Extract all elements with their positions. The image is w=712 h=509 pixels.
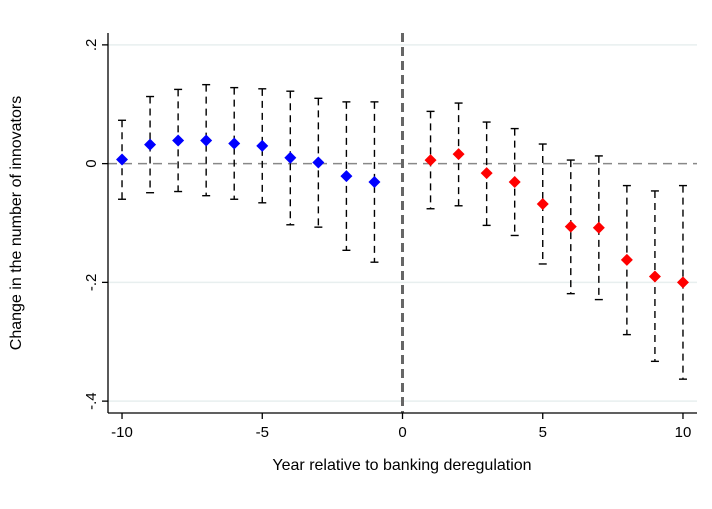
x-tick-label: 0 [398,424,406,441]
axes [102,33,697,419]
data-point [116,153,129,166]
data-point [452,148,465,161]
x-axis-title: Year relative to banking deregulation [272,457,531,474]
y-tick-label: -.2 [83,274,100,292]
data-point [144,138,157,151]
data-point [228,137,241,150]
data-point [676,276,689,289]
data-point [368,176,381,189]
y-tick-label: .2 [83,39,100,52]
data-point [312,156,325,169]
reference-lines [108,33,697,413]
data-point [284,151,297,164]
data-point [200,134,213,147]
y-axis-title: Change in the number of innovators [8,96,25,350]
points [116,134,689,289]
data-point [480,167,493,180]
data-point [256,139,269,152]
y-tick-label: 0 [83,159,100,167]
x-tick-label: 10 [675,424,692,441]
x-tick-label: 5 [539,424,547,441]
x-tick-label: -5 [256,424,269,441]
tick-labels: -10 -5 0 5 10 -.4 -.2 0 .2 [83,39,691,441]
data-point [508,176,521,189]
data-point [536,198,549,210]
data-point [340,170,353,183]
data-point [648,270,661,283]
data-point [564,220,577,233]
y-tick-label: -.4 [83,392,100,410]
data-point [592,221,605,234]
x-tick-label: -10 [111,424,133,441]
data-point [172,134,185,147]
data-point [424,154,437,167]
data-point [620,253,633,266]
